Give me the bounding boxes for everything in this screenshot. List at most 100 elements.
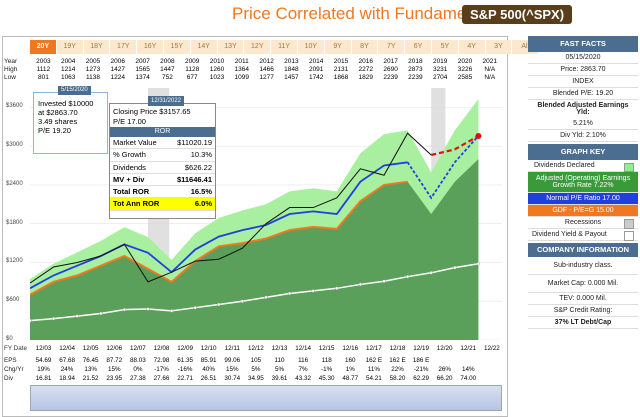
ror-key: % Growth	[113, 150, 146, 160]
sidebar: FAST FACTS 05/15/2020 Price: 2863.70 IND…	[528, 36, 638, 417]
tab-4y[interactable]: 4Y	[458, 40, 486, 54]
ror-label: ROR	[110, 127, 215, 137]
tab-3y[interactable]: 3Y	[485, 40, 513, 54]
dividend-line	[30, 263, 479, 322]
key-divyield-label: Dividend Yield & Payout	[532, 231, 607, 238]
invested-pe: P/E 19.20	[38, 126, 71, 135]
year-cell: 2239	[383, 74, 398, 81]
dividend-point	[30, 318, 32, 323]
year-cell: 1427	[110, 66, 126, 73]
dividend-point	[75, 314, 79, 318]
dividend-point	[453, 265, 457, 270]
key-dividends-label: Dividends Declared	[534, 162, 595, 169]
tab-13y[interactable]: 13Y	[217, 40, 245, 54]
key-normal-pe[interactable]: Normal P/E Ratio 17.00	[528, 193, 638, 205]
tab-15y[interactable]: 15Y	[163, 40, 191, 54]
key-divyield[interactable]: Dividend Yield & Payout	[528, 229, 638, 241]
overview-scrollbar[interactable]	[30, 385, 502, 411]
fy-cell: 12/18	[389, 345, 406, 352]
closing-pe: P/E 17.00	[113, 117, 146, 126]
fy-row-label: FY Date	[4, 345, 27, 352]
y-tick-label: $1800	[6, 219, 23, 226]
fy-cell: 162 E	[365, 357, 383, 364]
tab-17y[interactable]: 17Y	[110, 40, 138, 54]
year-cell: 1364	[234, 66, 250, 73]
fy-cell: 43.32	[295, 375, 311, 382]
ror-key: Market Value	[113, 138, 157, 147]
fy-cell: 12/13	[271, 345, 288, 352]
dividend-point	[193, 305, 197, 310]
tab-16y[interactable]: 16Y	[137, 40, 164, 54]
fy-cell: 12/14	[295, 345, 311, 352]
ror-value: $11020.19	[177, 138, 212, 147]
ror-popup-date: 12/31/2022	[148, 96, 185, 106]
fy-cell: 16.81	[35, 375, 52, 382]
ff-index: INDEX	[528, 76, 638, 88]
year-cell: 1466	[259, 66, 274, 73]
tab-11y[interactable]: 11Y	[271, 40, 298, 54]
tab-20y[interactable]: 20Y	[30, 40, 57, 54]
year-cell: 1273	[85, 66, 101, 73]
key-recessions[interactable]: Recessions	[528, 217, 638, 229]
market-cap: Market Cap: 0.000 Mil.	[528, 275, 638, 293]
tab-10y[interactable]: 10Y	[297, 40, 325, 54]
invested-popup-date: 5/15/2020	[58, 86, 91, 95]
tab-7y[interactable]: 7Y	[378, 40, 406, 54]
key-dividends[interactable]: Dividends Declared	[528, 160, 638, 172]
dividend-point	[311, 289, 315, 293]
year-cell: 1112	[36, 66, 51, 73]
ror-value: 16.5%	[190, 187, 212, 197]
tab-18y[interactable]: 18Y	[83, 40, 111, 54]
year-cell: 2873	[408, 66, 423, 73]
recessions-swatch-icon	[624, 219, 634, 229]
fy-cell: 54.21	[366, 375, 382, 382]
y-tick-label: $3600	[6, 103, 23, 110]
fy-cell: 87.72	[106, 357, 123, 364]
year-cell: 1742	[308, 74, 324, 81]
invested-popup: 5/15/2020 Invested $10000 at $2863.70 3.…	[33, 86, 108, 154]
fy-cell: 45.30	[318, 375, 335, 382]
ror-row: Tot Ann ROR 6.0%	[110, 198, 215, 211]
fy-cell: 12/03	[35, 345, 52, 352]
fy-cell: 48.77	[342, 375, 359, 382]
year-cell: 2012	[259, 58, 274, 65]
tab-5y[interactable]: 5Y	[431, 40, 459, 54]
year-cell: 2018	[408, 58, 423, 65]
year-cell: 1848	[284, 66, 299, 73]
year-cell: 2021	[482, 58, 498, 65]
fy-cell: 74.00	[460, 375, 477, 382]
year-cell: N/A	[484, 74, 496, 81]
dividend-point	[264, 295, 268, 300]
dividend-point	[476, 262, 481, 266]
year-cell: 2008	[160, 58, 175, 65]
dividends-swatch-icon	[624, 163, 634, 172]
fy-cell: 160	[345, 357, 356, 364]
tab-12y[interactable]: 12Y	[244, 40, 272, 54]
tab-8y[interactable]: 8Y	[351, 40, 379, 54]
ff-date: 05/15/2020	[528, 52, 638, 64]
fy-cell: 186 E	[412, 357, 430, 364]
dividend-point	[146, 307, 150, 311]
year-cell: 2005	[85, 58, 101, 65]
fy-cell: 99.06	[224, 357, 241, 364]
key-adjusted[interactable]: Adjusted (Operating) Earnings Growth Rat…	[528, 172, 638, 193]
year-cell: 3226	[457, 66, 473, 73]
fy-cell: 11%	[367, 366, 380, 373]
dividend-point	[429, 271, 433, 275]
dividend-point	[335, 286, 339, 291]
key-gdf[interactable]: GDF - P/E=G 15.00	[528, 205, 638, 217]
ff-div-yld: Div Yld: 2.10%	[528, 130, 638, 142]
ror-row: Market Value $11020.19	[110, 137, 215, 150]
dividend-point	[99, 311, 103, 316]
tab-9y[interactable]: 9Y	[324, 40, 352, 54]
y-tick-label: $3000	[6, 142, 23, 149]
fy-cell: 12/11	[224, 345, 240, 352]
fy-cell: 19%	[37, 366, 50, 373]
tab-14y[interactable]: 14Y	[190, 40, 218, 54]
fy-cell: 26%	[438, 366, 451, 373]
year-cell: 1829	[358, 74, 374, 81]
year-cell: 801	[37, 74, 49, 81]
fy-cell: 12/08	[153, 345, 170, 352]
tab-6y[interactable]: 6Y	[405, 40, 432, 54]
tab-19y[interactable]: 19Y	[56, 40, 84, 54]
